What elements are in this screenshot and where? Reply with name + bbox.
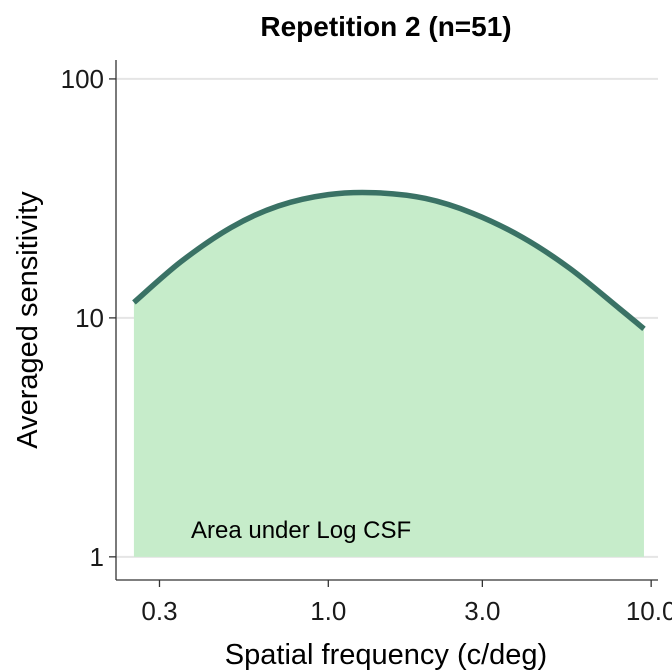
y-tick-label: 1 [90, 542, 104, 572]
x-tick-label: 0.3 [141, 596, 177, 626]
x-axis-ticks: 0.3 1.0 3.0 10.0 [141, 580, 672, 626]
x-axis-title: Spatial frequency (c/deg) [225, 639, 547, 671]
area-annotation: Area under Log CSF [191, 517, 411, 544]
y-axis-title: Averaged sensitivity [12, 191, 44, 449]
x-tick-label: 10.0 [626, 596, 672, 626]
y-tick-label: 10 [75, 303, 104, 333]
area-under-curve [133, 192, 644, 557]
area-layer [133, 192, 644, 557]
line-layer [132, 189, 646, 331]
y-axis-ticks: 1 10 100 [61, 64, 116, 572]
y-tick-label: 100 [61, 64, 104, 94]
x-tick-label: 3.0 [464, 596, 500, 626]
csf-curve-line [132, 189, 646, 331]
x-tick-label: 1.0 [310, 596, 346, 626]
chart-title: Repetition 2 (n=51) [260, 11, 511, 42]
